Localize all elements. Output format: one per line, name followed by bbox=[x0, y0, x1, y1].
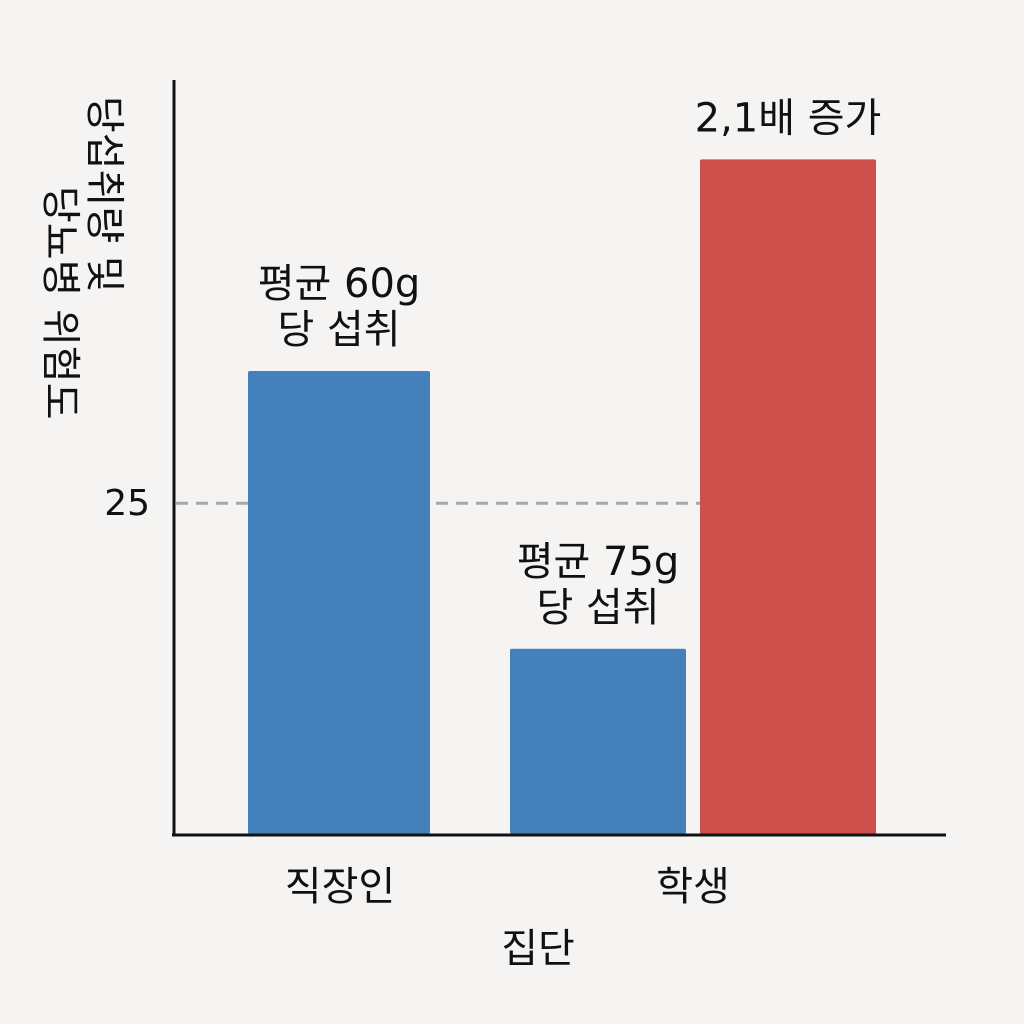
bar-student-red bbox=[700, 159, 876, 835]
bar-jikjangin bbox=[248, 371, 430, 834]
bar-student-blue bbox=[510, 648, 686, 834]
y-axis-label-line-1: 당섭취량 및 bbox=[81, 96, 127, 293]
y-tick-label-25: 25 bbox=[104, 483, 150, 524]
x-category-label-student: 학생 bbox=[656, 864, 730, 910]
bar-student-blue-label-line-2: 당 섭취 bbox=[536, 585, 659, 631]
bar-student-red-label: 2,1배 증가 bbox=[695, 95, 882, 141]
bar-jikjangin-label-line-2: 당 섭취 bbox=[277, 307, 400, 353]
x-category-label-jikjangin: 직장인 bbox=[285, 864, 395, 910]
x-axis-label: 집단 bbox=[501, 926, 575, 972]
bar-student-blue-label-line-1: 평균 75g bbox=[517, 539, 680, 585]
y-axis-label-line-2: 당뇨병 위험도 bbox=[37, 186, 83, 420]
bar-jikjangin-label-line-1: 평균 60g bbox=[258, 261, 421, 307]
y-axis-label: 당섭취량 및 당뇨병 위험도 bbox=[37, 96, 127, 420]
